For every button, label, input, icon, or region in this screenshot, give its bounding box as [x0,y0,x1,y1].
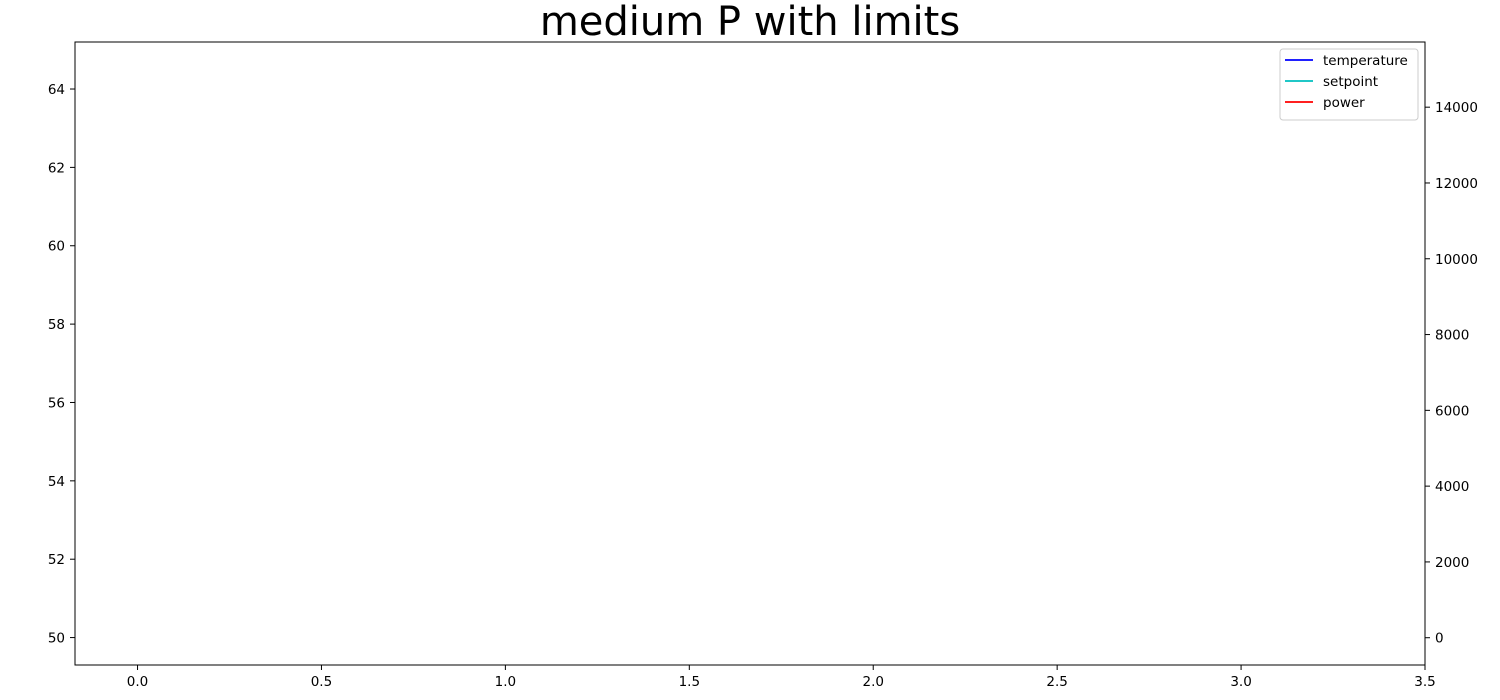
x-tick-label: 2.0 [862,674,883,690]
y-tick-label: 58 [48,317,65,333]
y-tick-label: 52 [48,552,65,568]
legend-label-temperature: temperature [1323,53,1408,69]
x-tick-label: 0.0 [127,674,148,690]
legend-label-setpoint: setpoint [1323,74,1378,90]
y2-tick-label: 2000 [1435,555,1469,571]
x-tick-label: 3.5 [1414,674,1435,690]
y2-tick-label: 4000 [1435,479,1469,495]
x-tick-label: 1.5 [679,674,700,690]
plot-area-frame [74,41,1426,666]
x-axis: 0.0 0.5 1.0 1.5 2.0 2.5 3.0 3.5 [127,665,1436,690]
y-tick-label: 50 [48,631,65,647]
y-tick-label: 64 [48,82,65,98]
y-tick-label: 60 [48,239,65,255]
y-tick-label: 62 [48,160,65,176]
y-tick-label: 54 [48,474,65,490]
chart-title: medium P with limits [540,0,960,45]
y2-tick-label: 0 [1435,631,1444,647]
legend: temperature setpoint power [1279,48,1419,121]
y2-tick-label: 12000 [1435,176,1478,192]
y2-tick-label: 14000 [1435,100,1478,116]
y2-tick-label: 8000 [1435,328,1469,344]
x-tick-label: 1.0 [495,674,516,690]
y2-tick-label: 6000 [1435,403,1469,419]
legend-box [1279,48,1419,121]
y-tick-label: 56 [48,395,65,411]
x-tick-label: 0.5 [311,674,332,690]
y2-tick-label: 10000 [1435,252,1478,268]
legend-label-power: power [1323,95,1365,111]
x-tick-label: 3.0 [1230,674,1251,690]
y-axis-left: 50 52 54 56 58 60 62 64 [48,82,75,647]
y-axis-right: 0 2000 4000 6000 8000 10000 12000 14000 [1425,100,1478,647]
x-tick-label: 2.5 [1046,674,1067,690]
